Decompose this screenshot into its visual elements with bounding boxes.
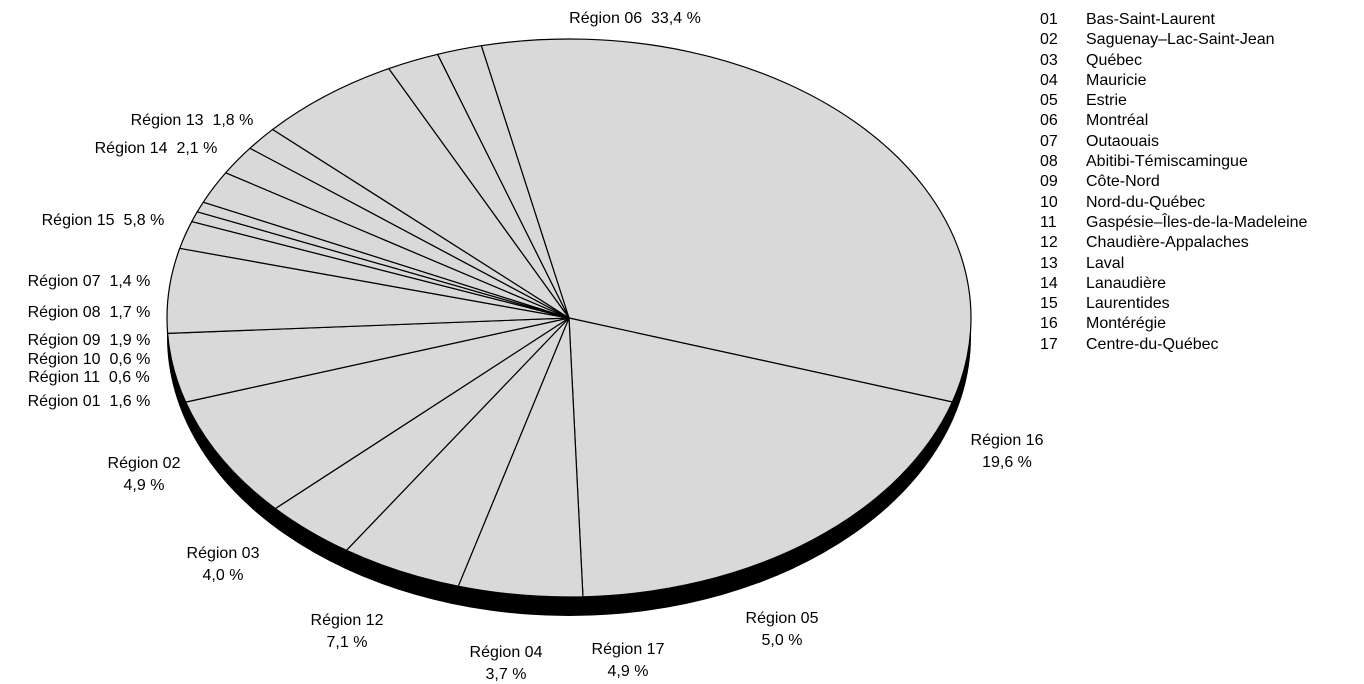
slice-label-region-17: Région 17 4,9 % (592, 641, 665, 680)
slice-label-region-06: Région 06 33,4 % (569, 10, 701, 27)
slice-label-region-11: Région 11 0,6 % (28, 369, 150, 386)
legend-code: 08 (1040, 153, 1058, 171)
legend-region-name: Abitibi-Témiscamingue (1086, 153, 1248, 171)
pie-slice-region-13 (437, 45, 570, 319)
legend-code: 01 (1040, 11, 1058, 28)
legend-item: 11 Gaspésie–Îles-de-la-Madeleine (1040, 213, 1307, 233)
legend-code: 11 (1040, 213, 1057, 231)
pie-slice-region-06 (480, 38, 972, 403)
slice-label-region-07: Région 07 1,4 % (28, 273, 151, 290)
legend-code: 17 (1040, 335, 1058, 353)
legend-code: 03 (1040, 51, 1058, 69)
legend-region-name: Nord-du-Québec (1086, 193, 1206, 211)
slice-label-region-04: Région 04 3,7 % (470, 644, 543, 683)
legend-item: 05 Estrie (1040, 91, 1307, 111)
legend-item: 15 Laurentides (1040, 294, 1307, 314)
legend-region-name: Laval (1086, 254, 1125, 272)
legend-region-name: Estrie (1086, 92, 1127, 110)
slice-label-region-09: Région 09 1,9 % (28, 332, 151, 349)
slice-label-region-01: Région 01 1,6 % (28, 393, 151, 410)
legend-item: 06 Montréal (1040, 111, 1307, 131)
legend-item: 07 Outaouais (1040, 132, 1307, 152)
legend-item: 10 Nord-du-Québec (1040, 193, 1307, 213)
slice-label-region-05: Région 05 5,0 % (746, 610, 819, 649)
legend: 01 Bas-Saint-Laurent 02 Saguenay–Lac-Saint-… (1040, 10, 1307, 355)
slice-label-region-10: Région 10 0,6 % (28, 351, 151, 368)
slice-label-region-13: Région 13 1,8 % (131, 112, 254, 129)
legend-code: 13 (1040, 254, 1058, 272)
legend-item: 09 Côte-Nord (1040, 172, 1307, 192)
legend-item: 12 Chaudière-Appalaches (1040, 233, 1307, 253)
legend-item: 14 Lanaudière (1040, 274, 1307, 294)
pie-slice-region-16 (568, 317, 953, 598)
legend-item: 02 Saguenay–Lac-Saint-Jean (1040, 30, 1307, 50)
legend-region-name: Chaudière-Appalaches (1086, 234, 1249, 252)
legend-item: 17 Centre-du-Québec (1040, 335, 1307, 355)
legend-code: 02 (1040, 31, 1058, 49)
legend-region-name: Lanaudière (1086, 274, 1167, 292)
legend-item: 04 Mauricie (1040, 71, 1307, 91)
legend-item: 08 Abitibi-Témiscamingue (1040, 152, 1307, 172)
legend-region-name: Montérégie (1086, 315, 1167, 333)
legend-code: 14 (1040, 274, 1058, 292)
pie-slice-region-12 (185, 317, 570, 510)
pie-slice-region-15 (272, 67, 570, 319)
legend-region-name: Centre-du-Québec (1086, 335, 1219, 353)
legend-code: 07 (1040, 132, 1058, 150)
legend-region-name: Mauricie (1086, 71, 1147, 89)
legend-region-name: Laurentides (1086, 295, 1170, 313)
legend-code: 12 (1040, 234, 1058, 252)
legend-item: 01 Bas-Saint-Laurent (1040, 10, 1307, 30)
slice-label-region-02: Région 02 4,9 % (108, 455, 181, 494)
legend-region-name: Québec (1086, 51, 1143, 69)
legend-code: 16 (1040, 315, 1058, 333)
slice-label-region-08: Région 08 1,7 % (28, 304, 151, 321)
legend-code: 06 (1040, 112, 1058, 130)
slice-label-region-14: Région 14 2,1 % (95, 140, 218, 157)
legend-code: 15 (1040, 295, 1058, 313)
slice-label-region-16: Région 16 19,6 % (971, 432, 1044, 471)
legend-item: 03 Québec (1040, 51, 1307, 71)
legend-region-name: Côte-Nord (1086, 173, 1160, 191)
legend-code: 05 (1040, 92, 1058, 110)
legend-code: 10 (1040, 193, 1058, 211)
legend-region-name: Outaouais (1086, 132, 1159, 150)
slice-label-region-15: Région 15 5,8 % (42, 212, 165, 229)
legend-region-name: Montréal (1086, 112, 1149, 130)
legend-code: 09 (1040, 173, 1058, 191)
legend-region-name: Gaspésie–Îles-de-la-Madeleine (1086, 213, 1308, 231)
legend-code: 04 (1040, 71, 1058, 89)
slice-label-region-12: Région 12 7,1 % (311, 612, 384, 651)
legend-region-name: Bas-Saint-Laurent (1086, 11, 1215, 28)
legend-region-name: Saguenay–Lac-Saint-Jean (1086, 31, 1275, 49)
pie-slices (166, 38, 972, 598)
slice-label-region-03: Région 03 4,0 % (187, 545, 260, 584)
legend-item: 13 Laval (1040, 254, 1307, 274)
legend-item: 16 Montérégie (1040, 314, 1307, 334)
pie-labels: Région 06 33,4 % Région 16 19,6 % Région 05… (28, 10, 1044, 683)
